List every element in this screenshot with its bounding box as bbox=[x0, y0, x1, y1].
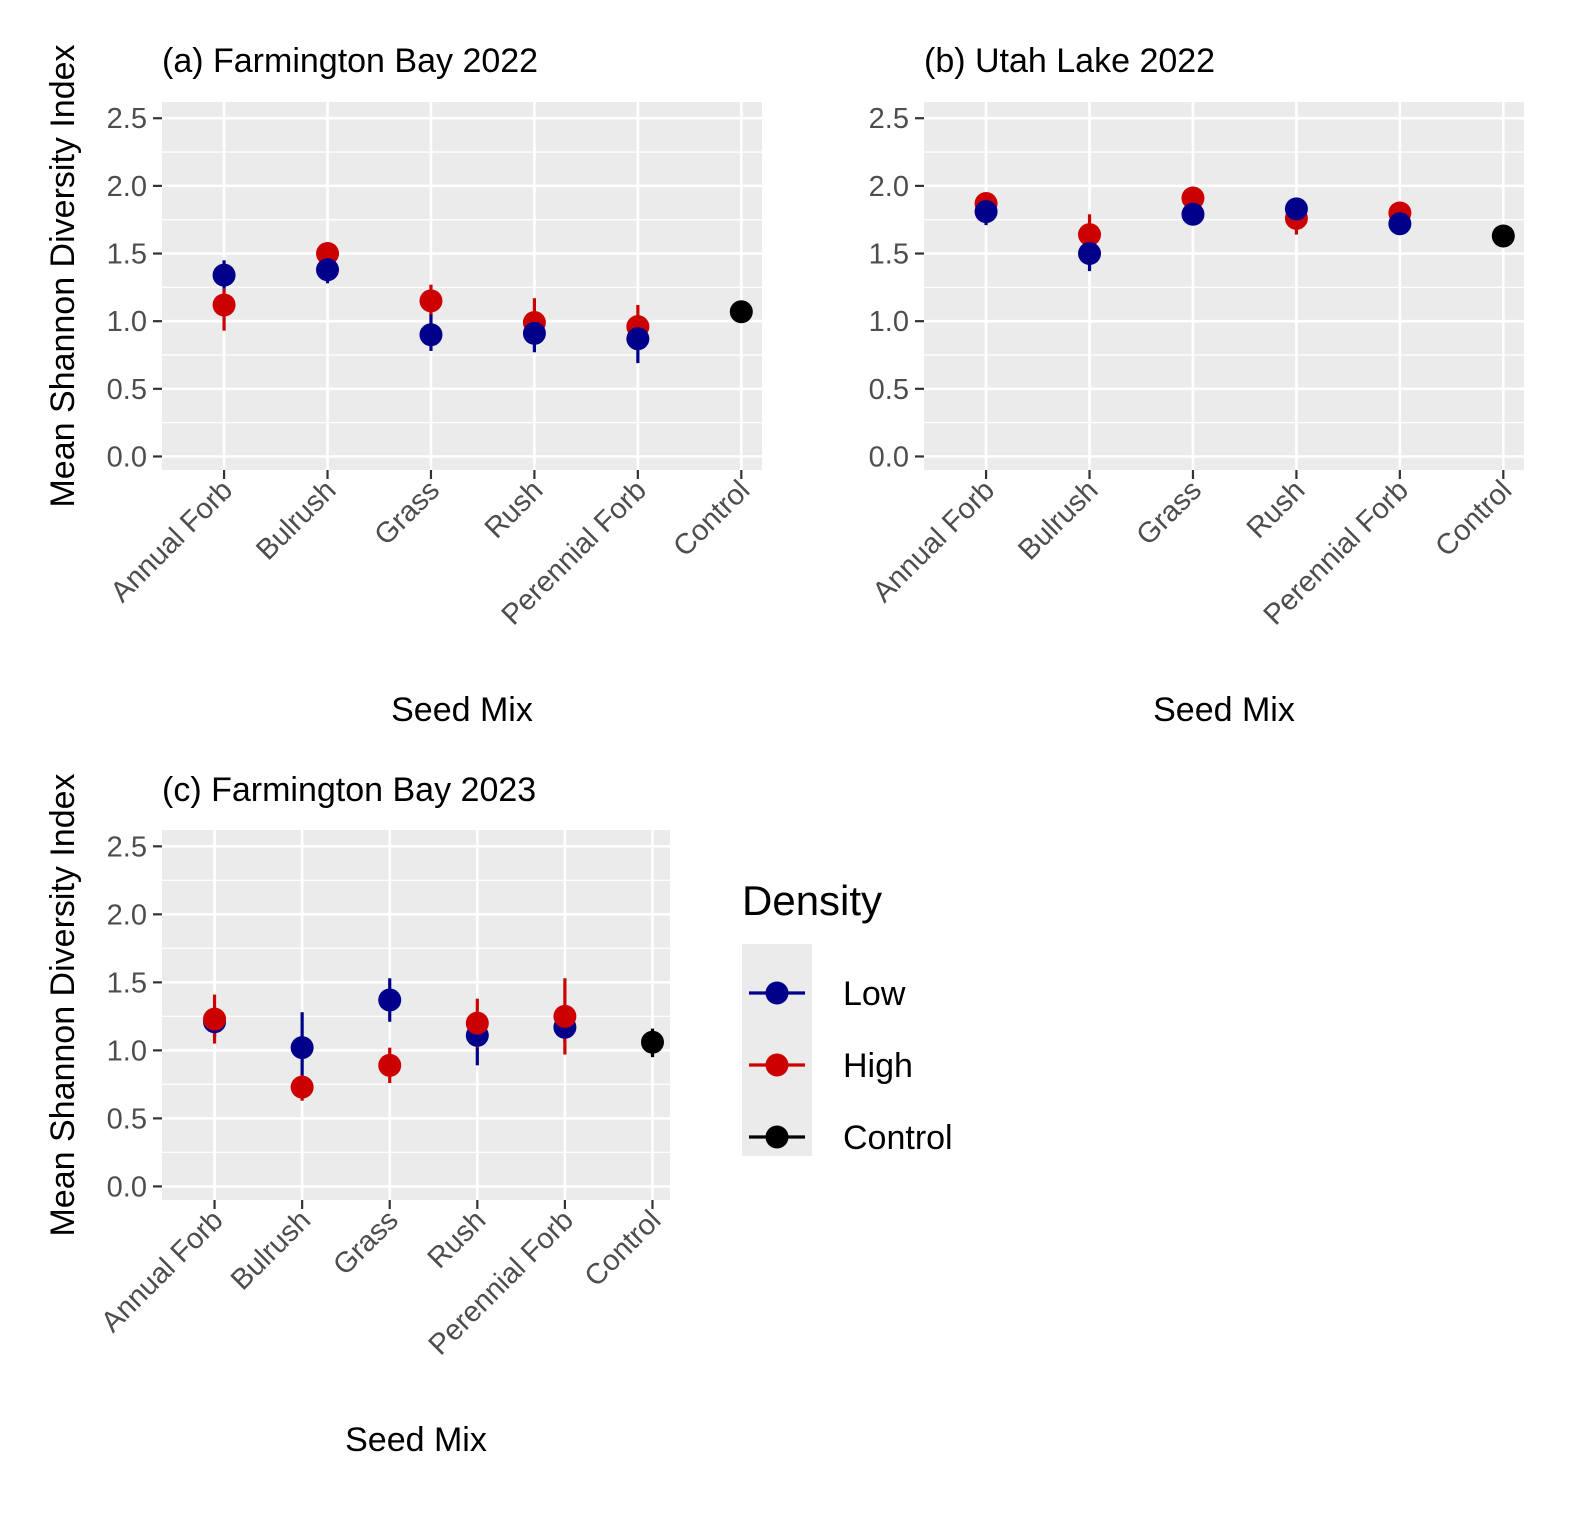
data-point-high bbox=[316, 242, 340, 266]
y-tick-label: 1.5 bbox=[107, 239, 147, 271]
x-tick-label: Bulrush bbox=[1012, 474, 1104, 566]
y-tick-label: 2.5 bbox=[869, 103, 909, 135]
y-tick-label: 1.5 bbox=[869, 239, 909, 271]
legend-item-low: Low bbox=[749, 975, 906, 1013]
y-tick-label: 2.0 bbox=[107, 171, 147, 203]
y-tick-label: 0.5 bbox=[869, 374, 909, 406]
x-tick-label: Bulrush bbox=[225, 1204, 317, 1296]
x-tick-label: Grass bbox=[1131, 474, 1208, 551]
data-point-high bbox=[290, 1075, 314, 1099]
panel-background bbox=[162, 102, 762, 470]
legend-key-background bbox=[742, 944, 812, 1156]
x-tick-label: Control bbox=[1430, 474, 1519, 563]
legend-point bbox=[765, 1125, 789, 1149]
data-point-low bbox=[378, 988, 402, 1012]
x-tick-label: Annual Forb bbox=[867, 474, 1001, 608]
panel-title: (c) Farmington Bay 2023 bbox=[162, 771, 536, 809]
x-tick-label: Bulrush bbox=[250, 474, 342, 566]
legend-label: Low bbox=[843, 975, 906, 1013]
panel-title: (b) Utah Lake 2022 bbox=[924, 42, 1215, 80]
legend-item-control: Control bbox=[749, 1119, 953, 1157]
data-point-low bbox=[522, 321, 546, 345]
panel-background bbox=[924, 102, 1524, 470]
data-point-control bbox=[729, 300, 753, 324]
x-axis-label: Seed Mix bbox=[391, 691, 533, 729]
x-tick-label: Rush bbox=[479, 474, 550, 545]
legend-items: Low High Control bbox=[749, 975, 953, 1157]
y-axis-label: Mean Shannon Diversity Index bbox=[44, 773, 82, 1236]
y-tick-label: 1.5 bbox=[107, 967, 147, 999]
legend-point bbox=[765, 1053, 789, 1077]
data-point-high bbox=[203, 1007, 227, 1031]
data-point-low bbox=[1078, 242, 1102, 266]
data-point-low bbox=[419, 323, 443, 347]
data-point-control bbox=[640, 1030, 664, 1054]
x-tick-label: Control bbox=[668, 474, 757, 563]
y-tick-label: 0.5 bbox=[107, 374, 147, 406]
x-tick-label: Grass bbox=[327, 1204, 404, 1281]
y-tick-label: 0.0 bbox=[107, 1171, 147, 1203]
data-point-high bbox=[419, 289, 443, 313]
data-point-low bbox=[974, 200, 998, 224]
x-tick-label: Annual Forb bbox=[95, 1204, 229, 1338]
panel-background bbox=[162, 830, 670, 1200]
data-point-high bbox=[212, 293, 236, 317]
x-tick-label: Rush bbox=[1241, 474, 1312, 545]
data-point-low bbox=[1284, 197, 1308, 221]
x-axis-label: Seed Mix bbox=[1153, 691, 1295, 729]
x-tick-label: Rush bbox=[422, 1204, 493, 1275]
data-point-high bbox=[1078, 223, 1102, 247]
data-point-low bbox=[1181, 202, 1205, 226]
legend-point bbox=[765, 981, 789, 1005]
panel-1: 0.0 0.5 1.0 1.5 2.0 2.5 Annual Forb Bulrush Gras… bbox=[867, 42, 1524, 729]
data-point-low bbox=[290, 1036, 314, 1060]
data-point-low bbox=[626, 327, 650, 351]
x-axis-label: Seed Mix bbox=[345, 1421, 487, 1459]
data-point-low bbox=[1388, 212, 1412, 236]
data-point-high bbox=[378, 1053, 402, 1077]
x-tick-label: Annual Forb bbox=[105, 474, 239, 608]
legend-title: Density bbox=[742, 877, 882, 924]
legend-item-high: High bbox=[749, 1047, 913, 1085]
y-tick-label: 1.0 bbox=[107, 1035, 147, 1067]
legend-label: Control bbox=[843, 1119, 953, 1157]
legend: Density Low High Control bbox=[742, 877, 953, 1157]
legend-label: High bbox=[843, 1047, 913, 1085]
y-tick-label: 0.0 bbox=[869, 441, 909, 473]
data-point-high bbox=[1181, 186, 1205, 210]
data-point-high bbox=[553, 1004, 577, 1028]
x-tick-label: Grass bbox=[369, 474, 446, 551]
y-tick-label: 1.0 bbox=[107, 306, 147, 338]
x-tick-label: Control bbox=[579, 1204, 668, 1293]
y-tick-label: 2.0 bbox=[869, 171, 909, 203]
y-tick-label: 2.0 bbox=[107, 899, 147, 931]
y-tick-label: 2.5 bbox=[107, 103, 147, 135]
y-tick-label: 0.5 bbox=[107, 1103, 147, 1135]
panel-title: (a) Farmington Bay 2022 bbox=[162, 42, 538, 80]
data-point-low bbox=[316, 258, 340, 282]
data-point-high bbox=[465, 1011, 489, 1035]
y-tick-label: 0.0 bbox=[107, 441, 147, 473]
y-tick-label: 1.0 bbox=[869, 306, 909, 338]
data-point-control bbox=[1491, 224, 1515, 248]
panel-0: 0.0 0.5 1.0 1.5 2.0 2.5 Annual Forb Bulrush Gras… bbox=[44, 42, 762, 729]
data-point-low bbox=[212, 263, 236, 287]
y-axis-label: Mean Shannon Diversity Index bbox=[44, 44, 82, 507]
y-tick-label: 2.5 bbox=[107, 831, 147, 863]
